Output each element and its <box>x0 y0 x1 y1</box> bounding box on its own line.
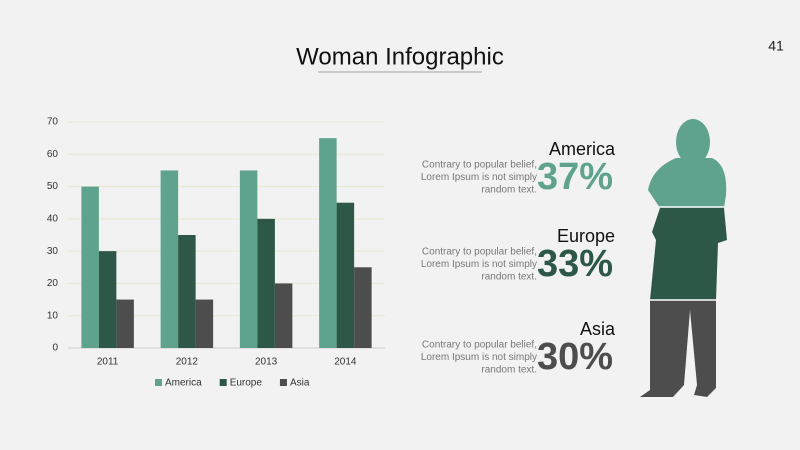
region-description: Lorem Ipsum is not simply <box>421 352 537 363</box>
region-description: Contrary to popular belief, <box>422 247 537 258</box>
region-description: Lorem Ipsum is not simply <box>421 172 537 183</box>
y-tick-label: 20 <box>47 278 59 289</box>
region-percent: 30% <box>537 336 613 378</box>
y-tick-label: 70 <box>47 117 59 128</box>
bar <box>354 267 372 348</box>
legend-label: America <box>165 378 202 389</box>
y-tick-label: 60 <box>47 149 59 160</box>
bar <box>160 170 179 348</box>
y-tick-label: 50 <box>47 181 59 192</box>
x-tick-label: 2012 <box>176 357 199 368</box>
y-tick-label: 10 <box>47 310 59 321</box>
bar <box>257 218 275 348</box>
region-name: Asia <box>580 319 616 339</box>
legend-label: Asia <box>290 378 310 389</box>
region-description: Lorem Ipsum is not simply <box>421 259 537 270</box>
bar <box>239 170 258 348</box>
bar <box>195 299 214 348</box>
bar <box>81 186 99 348</box>
bar <box>319 138 337 348</box>
legend-swatch <box>219 379 227 386</box>
slide-title: Woman Infographic <box>296 43 504 70</box>
legend-swatch <box>279 379 287 386</box>
region-name: Europe <box>557 226 615 246</box>
bar <box>336 202 355 348</box>
legend-label: Europe <box>230 378 263 389</box>
region-description: Contrary to popular belief, <box>422 340 537 351</box>
bar <box>178 235 196 348</box>
region-percent: 33% <box>537 243 613 285</box>
x-tick-label: 2014 <box>334 357 357 368</box>
x-tick-label: 2011 <box>97 357 119 368</box>
region-percent: 37% <box>537 156 613 198</box>
region-description: random text. <box>481 272 537 283</box>
bar <box>116 299 134 348</box>
region-description: random text. <box>481 185 537 196</box>
bar <box>274 283 293 348</box>
region-description: random text. <box>481 365 537 376</box>
y-tick-label: 0 <box>52 343 58 354</box>
legend-swatch <box>155 379 162 386</box>
x-tick-label: 2013 <box>255 357 278 368</box>
silhouette-bottom <box>640 300 727 397</box>
region-description: Contrary to popular belief, <box>422 160 537 171</box>
bar <box>98 251 117 348</box>
y-tick-label: 30 <box>47 246 59 257</box>
region-name: America <box>549 139 616 159</box>
y-tick-label: 40 <box>47 213 59 224</box>
page-number: 41 <box>768 38 784 54</box>
